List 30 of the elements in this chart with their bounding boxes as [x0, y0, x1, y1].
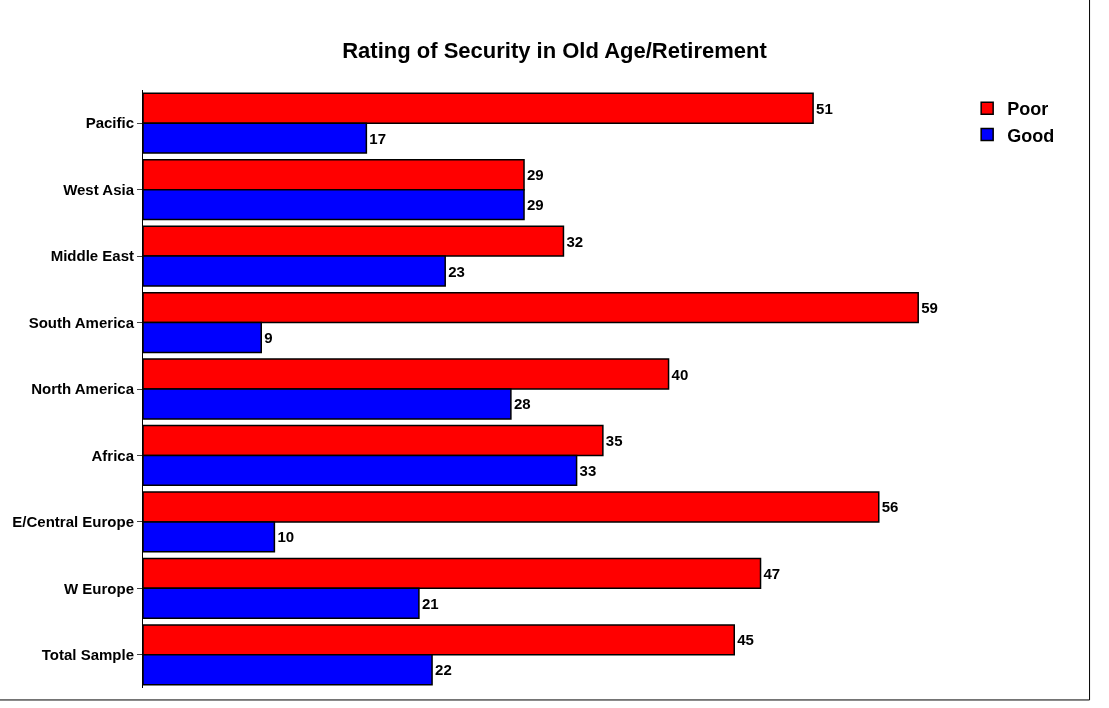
data-label: 45	[737, 631, 754, 649]
y-tick-label: Total Sample	[41, 646, 134, 664]
data-label: 47	[763, 564, 781, 582]
y-tick-label: Pacific	[85, 114, 134, 132]
data-label: 22	[435, 661, 452, 679]
data-label: 29	[527, 166, 544, 184]
data-label: 56	[881, 498, 899, 516]
y-tick-label: South America	[28, 313, 135, 331]
data-label: 35	[605, 431, 623, 449]
data-label: 33	[579, 461, 597, 479]
y-tick-label: W Europe	[64, 579, 134, 597]
data-label: 32	[566, 232, 584, 250]
y-tick-label: Middle East	[50, 247, 134, 265]
data-label: 10	[277, 528, 295, 546]
data-label: 28	[513, 395, 531, 413]
chart-title: Rating of Security in Old Age/Retirement	[342, 37, 768, 63]
data-label: 21	[421, 594, 439, 612]
legend-label: Poor	[1007, 99, 1049, 120]
legend-label: Good	[1007, 125, 1055, 146]
data-label: 29	[527, 196, 544, 214]
data-label: 23	[448, 262, 465, 280]
data-label: 9	[264, 329, 273, 347]
y-tick-label: Africa	[91, 446, 135, 464]
y-tick-label: West Asia	[63, 180, 135, 198]
y-tick-label: E/Central Europe	[12, 513, 134, 531]
data-label: 17	[369, 129, 387, 147]
data-label: 51	[816, 99, 833, 117]
data-label: 59	[921, 299, 938, 317]
y-tick-label: North America	[31, 380, 135, 398]
data-label: 40	[671, 365, 689, 383]
